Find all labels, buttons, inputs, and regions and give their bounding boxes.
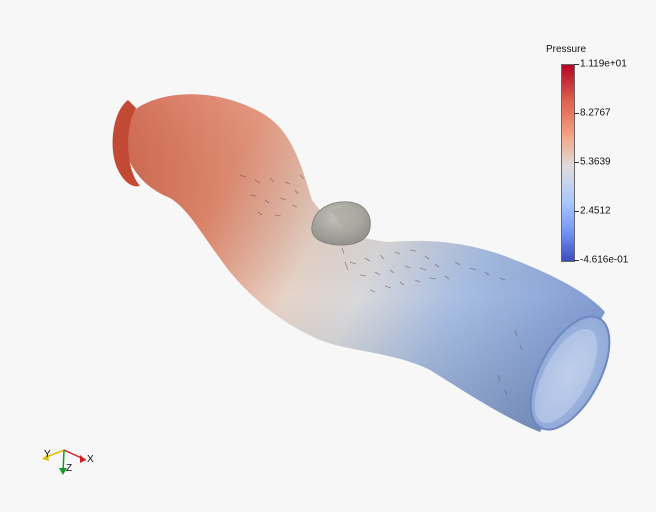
y-axis-arrow xyxy=(42,454,49,461)
obstacle-facet xyxy=(330,206,366,232)
colorbar-tick xyxy=(574,162,579,163)
colorbar-label: 2.4512 xyxy=(580,205,611,217)
colorbar-label: 8.2767 xyxy=(580,107,611,119)
colorbar-gradient xyxy=(561,64,575,262)
colorbar-title: Pressure xyxy=(546,44,587,55)
inlet-rim xyxy=(112,100,140,187)
y-axis-label: Y xyxy=(44,449,51,460)
z-axis-arrow xyxy=(59,468,67,475)
outlet-inner-shadow xyxy=(534,328,598,424)
colorbar-label: 5.3639 xyxy=(580,156,611,168)
orientation-axes[interactable]: X Y Z xyxy=(30,440,100,480)
scalar-colorbar[interactable]: Pressure 1.119e+01 8.2767 5.3639 2.4512 … xyxy=(540,42,650,272)
pipe-shading xyxy=(120,94,605,433)
z-axis-label: Z xyxy=(66,463,72,474)
colorbar-tick xyxy=(574,64,579,65)
x-axis-arrow xyxy=(80,455,86,463)
colorbar-tick xyxy=(574,260,579,261)
x-axis-label: X xyxy=(87,454,94,465)
colorbar-tick xyxy=(574,211,579,212)
colorbar-tick xyxy=(574,113,579,114)
colorbar-max-label: 1.119e+01 xyxy=(580,58,627,70)
colorbar-min-label: -4.616e-01 xyxy=(580,254,629,266)
mesh-facets xyxy=(239,174,523,396)
